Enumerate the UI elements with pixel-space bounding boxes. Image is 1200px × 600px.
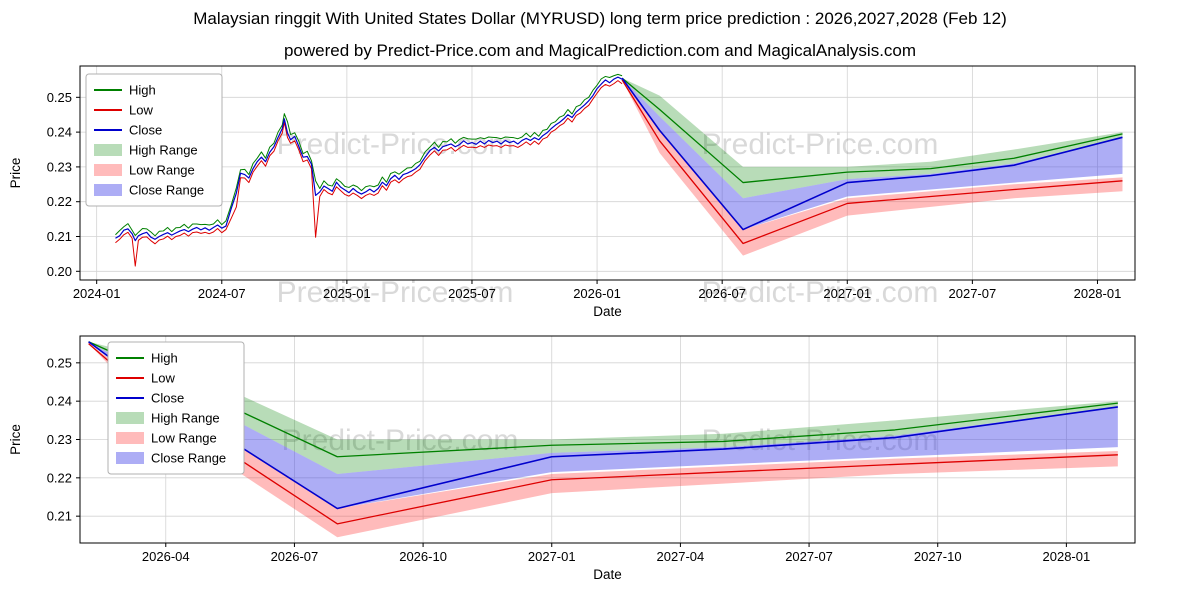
legend: High Low Close High Range Low Range Close Ran…	[107, 341, 245, 475]
x-tick-labels: 2026-04 2026-07 2026-10 2027-01 2027-04 2027-…	[142, 543, 1090, 564]
history-close-line	[115, 76, 623, 242]
legend-label: Close	[151, 391, 184, 406]
x-tick-labels: 2024-01 2024-07 2025-01 2025-07 2026-01 2026-…	[73, 280, 1122, 301]
watermark-text: Predict-Price.com	[277, 128, 514, 161]
forecast-close-line	[621, 77, 1123, 231]
y-tick-label: 0.22	[47, 194, 72, 209]
legend-item-close-range: Close Range	[94, 183, 204, 198]
y-tick-labels: 0.20 0.21 0.22 0.23 0.24 0.25	[47, 90, 80, 279]
x-tick-label: 2026-07	[271, 549, 319, 564]
plot-background	[80, 66, 1135, 280]
y-axis-label: Price	[8, 158, 23, 189]
y-tick-label: 0.22	[47, 470, 72, 485]
y-tick-label: 0.25	[47, 90, 72, 105]
legend-label: High	[151, 351, 178, 366]
legend-label: High Range	[129, 143, 198, 158]
low-range-swatch	[94, 164, 122, 176]
close-range-swatch	[116, 452, 144, 464]
high-range-swatch	[116, 412, 144, 424]
watermark-text: Predict-Price.com	[702, 276, 939, 309]
legend-item-low-range: Low Range	[116, 431, 217, 446]
history-low-line	[115, 80, 623, 267]
high-range-band	[88, 341, 1118, 474]
x-tick-label: 2024-01	[73, 286, 121, 301]
x-tick-label: 2026-04	[142, 549, 190, 564]
forecast-zoom-chart: Predict-Price.comPredict-Price.com2026-0…	[8, 335, 1136, 582]
x-tick-label: 2026-01	[573, 286, 621, 301]
legend-label: Low Range	[151, 431, 217, 446]
legend-label: High	[129, 83, 156, 98]
legend-item-close: Close	[116, 391, 184, 406]
gridlines	[80, 336, 1135, 543]
legend-item-high: High	[94, 83, 156, 98]
x-tick-label: 2028-01	[1074, 286, 1122, 301]
x-tick-label: 2024-07	[198, 286, 246, 301]
history-high-line	[115, 73, 623, 237]
y-tick-label: 0.23	[47, 159, 72, 174]
legend-item-high-range: High Range	[94, 143, 198, 158]
high-range-swatch	[94, 144, 122, 156]
legend-box	[85, 73, 223, 207]
legend-label: Close Range	[151, 451, 226, 466]
x-tick-label: 2025-01	[323, 286, 371, 301]
y-tick-label: 0.21	[47, 229, 72, 244]
x-axis-label: Date	[593, 567, 622, 582]
legend-item-high: High	[116, 351, 178, 366]
axes-frame	[79, 65, 1136, 281]
legend-item-low: Low	[116, 371, 175, 386]
forecast-high-line	[621, 77, 1123, 184]
y-tick-label: 0.20	[47, 264, 72, 279]
y-tick-labels: 0.21 0.22 0.23 0.24 0.25	[47, 355, 80, 524]
y-tick-label: 0.25	[47, 355, 72, 370]
legend-item-close-range: Close Range	[116, 451, 226, 466]
x-axis-label: Date	[593, 304, 622, 319]
figure-title: Malaysian ringgit With United States Dol…	[193, 9, 1007, 28]
watermark-text: Predict-Price.com	[702, 128, 939, 161]
x-tick-label: 2027-07	[785, 549, 833, 564]
x-tick-label: 2027-01	[823, 286, 871, 301]
legend-item-low: Low	[94, 103, 153, 118]
legend-label: Close	[129, 123, 162, 138]
x-tick-label: 2026-07	[698, 286, 746, 301]
legend-item-high-range: High Range	[116, 411, 220, 426]
y-tick-label: 0.24	[47, 394, 72, 409]
figure-subtitle: powered by Predict-Price.com and Magical…	[283, 41, 917, 60]
history-and-forecast-chart: Predict-Price.com Predict-Price.com Predic…	[8, 65, 1136, 319]
y-axis-label: Price	[8, 424, 23, 455]
legend-box	[107, 341, 245, 475]
forecast-low-line	[621, 79, 1123, 245]
legend-label: Low Range	[129, 163, 195, 178]
x-tick-label: 2027-10	[914, 549, 962, 564]
high-range-band	[622, 78, 1123, 199]
x-tick-label: 2028-01	[1043, 549, 1091, 564]
legend-label: Low	[151, 371, 175, 386]
y-tick-label: 0.24	[47, 125, 72, 140]
legend-item-low-range: Low Range	[94, 163, 195, 178]
watermark-text: Predict-Price.com	[277, 276, 514, 309]
x-tick-label: 2027-01	[528, 549, 576, 564]
watermark-text: Predict-Price.com	[282, 424, 519, 457]
x-tick-label: 2027-07	[949, 286, 997, 301]
y-tick-label: 0.23	[47, 432, 72, 447]
x-tick-label: 2025-07	[448, 286, 496, 301]
legend-label: High Range	[151, 411, 220, 426]
legend: High Low Close High Range Low Range Close Ran…	[85, 73, 223, 207]
legend-label: Close Range	[129, 183, 204, 198]
legend-label: Low	[129, 103, 153, 118]
x-tick-label: 2027-04	[657, 549, 705, 564]
y-tick-label: 0.21	[47, 509, 72, 524]
close-range-swatch	[94, 184, 122, 196]
low-range-swatch	[116, 432, 144, 444]
legend-item-close: Close	[94, 123, 162, 138]
x-tick-label: 2026-10	[399, 549, 447, 564]
